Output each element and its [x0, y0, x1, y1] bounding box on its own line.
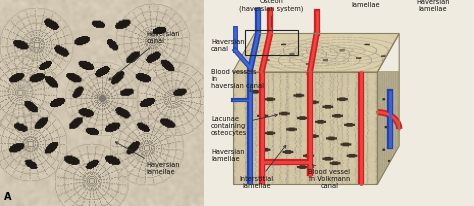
Bar: [245, 30, 298, 55]
Bar: [233, 72, 377, 184]
Text: Circumferential
lamellae: Circumferential lamellae: [340, 0, 391, 8]
Text: Haversian
canal: Haversian canal: [211, 39, 245, 52]
Text: A: A: [4, 192, 11, 202]
Text: Blood vessels
in
haversian canal: Blood vessels in haversian canal: [211, 69, 264, 92]
Text: Blood vessel
in Volkmann
canal: Blood vessel in Volkmann canal: [308, 165, 350, 189]
Text: Haversian
lamellae: Haversian lamellae: [211, 149, 245, 162]
Text: Haversian
lamellae: Haversian lamellae: [115, 142, 180, 176]
Text: Haversian
canal: Haversian canal: [109, 30, 180, 80]
Text: Lacunae
containing
osteocytes: Lacunae containing osteocytes: [211, 114, 277, 136]
Text: Haversian
lamellae: Haversian lamellae: [416, 0, 450, 12]
Text: Interstitial
lamellae: Interstitial lamellae: [240, 145, 286, 189]
Text: Osteon
(haversian system): Osteon (haversian system): [239, 0, 303, 12]
